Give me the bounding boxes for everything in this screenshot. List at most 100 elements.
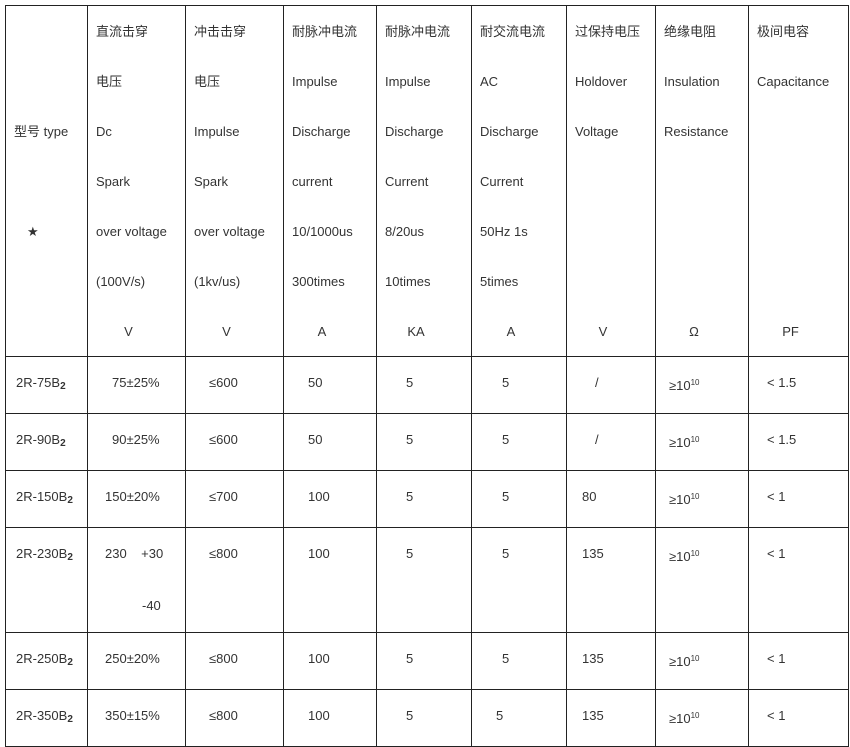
header-line: Dc <box>96 124 112 139</box>
model: 2R-230B <box>16 546 68 561</box>
header-line: Impulse <box>194 124 240 139</box>
ins-value: ≥10 <box>669 711 691 726</box>
model-cell: 2R-90B2 <box>5 413 88 471</box>
dc-value: 350±15% <box>105 708 160 723</box>
hold-cell: 135 <box>566 632 656 690</box>
ins-cell: ≥1010 <box>655 632 749 690</box>
ac-value: 5 <box>502 432 510 447</box>
header-line: Holdover <box>575 74 628 89</box>
a-cell: 100 <box>283 470 377 528</box>
header-line: (1kv/us) <box>194 274 241 289</box>
a-value: 100 <box>308 489 330 504</box>
ka-value: 5 <box>406 546 414 561</box>
header-line: AC <box>480 74 499 89</box>
ka-cell: 5 <box>376 356 472 414</box>
header-line: Discharge <box>480 124 539 139</box>
hold-value: / <box>595 375 599 390</box>
a-cell: 100 <box>283 527 377 633</box>
impulse-cell: ≤700 <box>185 470 284 528</box>
ins-exponent: 10 <box>690 435 700 444</box>
dc-cell: 75±25% <box>87 356 186 414</box>
a-value: 100 <box>308 708 330 723</box>
impulse-value: ≤800 <box>209 708 238 723</box>
ac-cell: 5 <box>471 689 567 747</box>
ac-cell: 5 <box>471 527 567 633</box>
impulse-value: ≤600 <box>209 375 238 390</box>
ins-exponent: 10 <box>690 492 700 501</box>
header-line: 10times <box>385 274 431 289</box>
header-line <box>575 156 655 206</box>
model-sub: 2 <box>67 495 73 506</box>
type-label: 型号 type <box>14 124 69 139</box>
impulse-value: ≤600 <box>209 432 238 447</box>
header-unit: A <box>506 324 516 339</box>
header-line <box>575 206 655 256</box>
ins-value: ≥10 <box>669 435 691 450</box>
header-unit: A <box>317 324 327 339</box>
cap-value: < 1.5 <box>767 375 797 390</box>
ka-value: 5 <box>406 651 414 666</box>
ins-cell: ≥1010 <box>655 470 749 528</box>
ins-exponent: 10 <box>690 378 700 387</box>
header-line: 冲击击穿 <box>194 24 247 39</box>
model-cell: 2R-230B2 <box>5 527 88 633</box>
header-line: 10/1000us <box>292 224 353 239</box>
cap-value: < 1 <box>767 546 786 561</box>
header-line: Discharge <box>292 124 351 139</box>
model-cell: 2R-150B2 <box>5 470 88 528</box>
ka-cell: 5 <box>376 632 472 690</box>
header-line: Current <box>385 174 429 189</box>
ac-value: 5 <box>502 489 510 504</box>
header-unit: PF <box>782 324 799 339</box>
header-line: current <box>292 174 333 189</box>
model-cell: 2R-350B2 <box>5 689 88 747</box>
hold-value: 135 <box>582 651 604 666</box>
header-line: Capacitance <box>757 74 830 89</box>
impulse-value: ≤800 <box>209 546 238 561</box>
model: 2R-90B <box>16 432 61 447</box>
ins-exponent: 10 <box>690 549 700 558</box>
ac-cell: 5 <box>471 470 567 528</box>
model: 2R-250B <box>16 651 68 666</box>
header-line <box>575 256 655 306</box>
dc-cell: 90±25% <box>87 413 186 471</box>
ins-value: ≥10 <box>669 378 691 393</box>
a-cell: 100 <box>283 632 377 690</box>
header-unit: KA <box>407 324 425 339</box>
dc-cell: 350±15% <box>87 689 186 747</box>
dc-cell: 230 +30 -40 <box>87 527 186 633</box>
model: 2R-350B <box>16 708 68 723</box>
header-line: 8/20us <box>385 224 425 239</box>
ins-cell: ≥1010 <box>655 527 749 633</box>
ins-cell: ≥1010 <box>655 413 749 471</box>
impulse-value: ≤800 <box>209 651 238 666</box>
ins-value: ≥10 <box>669 549 691 564</box>
header-line: 300times <box>292 274 345 289</box>
header-type: 型号 type ★ <box>5 5 88 357</box>
header-line: Current <box>480 174 524 189</box>
header-line <box>757 256 848 306</box>
header-col-3: 耐脉冲电流 Impulse Discharge current 10/1000us 300… <box>283 5 377 357</box>
header-line: 过保持电压 <box>575 24 641 39</box>
ac-value: 5 <box>502 546 510 561</box>
a-cell: 50 <box>283 356 377 414</box>
header-line: 电压 <box>194 74 221 89</box>
table-row: 2R-350B2 350±15% ≤800 100 5 5 135 ≥1010 < 1 <box>5 689 849 747</box>
header-line: Insulation <box>664 74 720 89</box>
ins-value: ≥10 <box>669 492 691 507</box>
header-line: 耐交流电流 <box>480 24 546 39</box>
ka-cell: 5 <box>376 413 472 471</box>
cap-cell: < 1 <box>748 689 849 747</box>
ka-value: 5 <box>406 708 414 723</box>
ins-value: ≥10 <box>669 654 691 669</box>
a-value: 100 <box>308 651 330 666</box>
header-line: over voltage <box>96 224 167 239</box>
header-line: 绝缘电阻 <box>664 24 717 39</box>
header-col-6: 过保持电压 Holdover Voltage V <box>566 5 656 357</box>
header-col-8: 极间电容 Capacitance PF <box>748 5 849 357</box>
hold-value: 80 <box>582 489 597 504</box>
a-cell: 100 <box>283 689 377 747</box>
hold-cell: / <box>566 356 656 414</box>
cap-cell: < 1 <box>748 470 849 528</box>
header-line: 耐脉冲电流 <box>292 24 358 39</box>
